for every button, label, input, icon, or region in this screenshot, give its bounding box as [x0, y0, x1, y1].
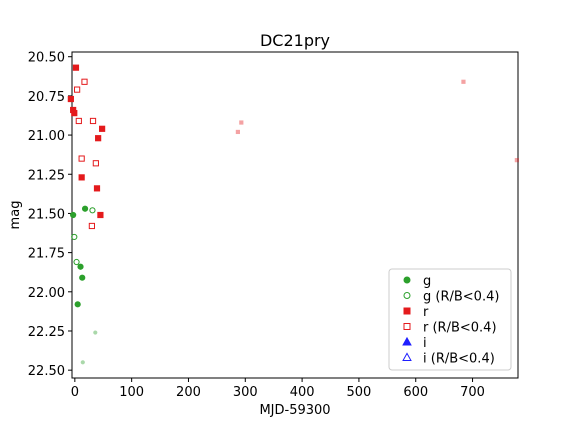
legend-box [388, 268, 512, 371]
data-point-g-rb-point [71, 233, 78, 241]
legend-marker [403, 292, 411, 299]
data-point-r-point [95, 135, 102, 142]
y-tick-label: 21.25 [28, 168, 65, 183]
x-axis: 0 100 200 300 400 500 600 700 [71, 378, 485, 400]
faint-point-r-point [239, 120, 244, 125]
y-tick-label: 20.50 [28, 51, 65, 66]
faint-point-r-rb-point [514, 158, 519, 163]
x-tick-label: 400 [290, 385, 315, 400]
data-point-r-rb-point [81, 78, 88, 85]
data-point-r-point [71, 110, 78, 117]
x-tick-label: 0 [71, 385, 79, 400]
faint-point-g-point [80, 360, 85, 365]
data-point-r-point [99, 125, 106, 132]
data-point-r-point [97, 211, 104, 219]
legend-marker [403, 323, 411, 330]
data-point-r-point [67, 95, 74, 103]
faint-point-r-rb-point [235, 129, 241, 135]
y-tick-label: 20.75 [28, 90, 65, 105]
legend-label: i (R/B<0.4) [423, 352, 495, 367]
legend-marker [403, 276, 411, 284]
data-point-g-point [81, 205, 89, 212]
x-tick-label: 600 [403, 385, 428, 400]
data-point-r-rb-point [75, 117, 82, 125]
y-axis: 20.50 20.75 21.00 21.25 21.50 21.75 22.00 22.25… [28, 51, 72, 379]
data-point-g-point [79, 274, 86, 281]
data-point-r-point [93, 185, 101, 192]
data-point-r-rb-point [88, 222, 95, 230]
legend: gg (R/B<0.4)rr (R/B<0.4)ii (R/B<0.4) [388, 268, 512, 371]
legend-label: i [423, 336, 427, 351]
data-point-g-point [70, 211, 77, 219]
y-axis-label: mag [8, 201, 23, 230]
x-axis-label: MJD-59300 [259, 403, 330, 418]
chart-title: DC21pry [260, 31, 330, 50]
data-point-r-rb-point [74, 86, 81, 93]
legend-label: r [423, 305, 429, 320]
x-tick-label: 700 [460, 385, 485, 400]
data-point-r-point [78, 174, 85, 181]
y-tick-label: 22.00 [28, 286, 65, 301]
y-tick-label: 21.75 [28, 247, 65, 262]
x-tick-label: 300 [233, 385, 258, 400]
data-point-r-point [72, 64, 80, 71]
data-points [67, 64, 519, 365]
legend-marker [403, 307, 411, 315]
legend-marker [402, 352, 412, 362]
legend-label: g (R/B<0.4) [423, 290, 499, 305]
data-point-r-rb-point [89, 117, 97, 125]
legend-marker [402, 336, 412, 346]
y-tick-label: 22.25 [28, 325, 65, 340]
y-tick-label: 21.50 [28, 207, 65, 222]
faint-point-g-rb-point [93, 330, 98, 335]
data-point-r-rb-point [78, 155, 85, 162]
y-tick-label: 21.00 [28, 129, 65, 144]
x-tick-label: 200 [176, 385, 201, 400]
y-tick-label: 22.50 [28, 364, 65, 379]
faint-point-r-point [461, 79, 466, 84]
data-point-g-point [77, 263, 84, 270]
data-point-g-rb-point [73, 258, 80, 266]
x-tick-label: 100 [119, 385, 144, 400]
x-tick-label: 500 [347, 385, 372, 400]
legend-label: r (R/B<0.4) [423, 321, 497, 336]
data-point-g-rb-point [89, 207, 96, 214]
data-point-r-rb-point [92, 160, 99, 167]
legend-label: g [423, 274, 431, 289]
data-point-g-point [74, 301, 81, 308]
